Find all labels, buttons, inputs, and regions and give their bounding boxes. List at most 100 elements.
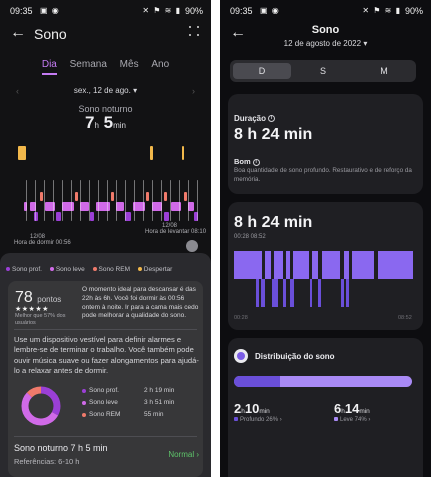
legend-dot-icon [6,267,10,272]
chevron-down-icon: ▾ [133,86,138,95]
stage-transition-line [152,180,153,221]
chart-scrubber-handle[interactable] [186,240,198,252]
rating-stars-icon: ★★★★★ [15,306,49,313]
donut-segment [21,386,61,426]
axis-start-label: 00:28 [234,315,248,321]
light-sleep-segment [293,251,309,279]
date-dropdown[interactable]: sex., 12 de ago. ▾ [74,86,137,95]
sleep-stage-bar [24,202,27,211]
light-sleep-segment [234,251,262,279]
sleep-stage-bar [164,212,169,221]
back-arrow-icon[interactable]: ← [10,24,26,41]
sleep-stage-bar [62,202,74,211]
summary-reference: Referências: 6-10 h [14,457,80,466]
quality-description: Boa quantidade de sono profundo. Restaur… [234,167,412,183]
chart-time-range: 00:28 08:52 [234,234,266,240]
light-sleep-segment [322,251,340,279]
sleep-stage-bar [56,212,61,221]
stage-dot-icon [82,389,86,393]
chevron-right-icon: › [279,417,282,423]
sleep-stage-bar [171,202,181,211]
sleep-stage-bar [133,202,145,211]
sleep-stage-bar [164,192,167,201]
fullscreen-icon[interactable] [189,26,199,36]
light-sleep-segment [274,251,283,279]
sleep-score-card [8,281,203,477]
stage-transition-line [62,180,63,221]
tab-year[interactable]: Ano [151,59,170,70]
period-tabs: Dia Semana Mês Ano [0,59,211,75]
sleep-stage-bar [125,212,131,221]
stage-transition-line [53,180,54,221]
stage-row-rem: Sono REM 55 min [82,411,200,423]
sleep-score: 78 pontos [15,289,61,307]
chevron-right-icon: › [196,450,199,459]
next-day-icon[interactable]: › [192,86,195,96]
sleep-stage-bar [40,192,43,201]
stage-transition-line [107,180,108,221]
sleep-stage-bar [116,202,124,211]
deep-sleep-segment [346,279,349,307]
previous-day-icon[interactable]: ‹ [16,86,19,96]
chevron-right-icon: › [368,417,371,423]
back-arrow-icon[interactable]: ← [230,24,246,41]
date-label: sex., 12 de ago. [73,86,131,95]
stage-transition-line [116,180,117,221]
sleep-screen-right: 09:35 ▣ ◉ ✕ ⚑ ≋ ▮ 90% ← Sono 12 de agost… [220,0,431,477]
segment-day[interactable]: D [233,63,291,79]
segment-week[interactable]: S [319,66,326,76]
light-sleep-segment [344,251,349,279]
battery-level: 90% [184,6,203,16]
info-icon[interactable]: i [252,158,260,166]
info-icon[interactable]: i [268,115,276,123]
legend-deep: Sono prof. [6,266,42,273]
chart-start-label: Hora de dormir 00:56 [14,240,71,246]
sleep-tip-text: Use um dispositivo vestível para definir… [14,335,199,375]
sleep-duration: 7h 5min [0,113,211,133]
stage-transition-line [179,180,180,221]
stage-dot-icon [82,401,86,405]
light-sleep-segment [286,251,290,279]
tab-week[interactable]: Semana [69,59,107,70]
stage-transition-line [26,180,27,221]
stage-transition-line [143,180,144,221]
sleep-stage-bar [184,192,187,201]
legend-light: Sono leve [49,266,85,273]
light-sleep-stat[interactable]: 6h14min Leve 74% › [334,401,371,423]
tab-day[interactable]: Dia [41,59,57,75]
chart-end-date: 12/08 [162,223,178,229]
stage-row-light: Sono leve 3 h 51 min [82,399,200,411]
light-sleep-segment [312,251,318,279]
sleep-stage-bar [182,146,184,160]
hours-unit: h [94,121,99,130]
stage-transition-line [170,180,171,221]
score-comparison: Melhor que 57% dos usuários [15,313,66,327]
date-selector: ‹ sex., 12 de ago. ▾ › [0,86,211,96]
sleep-label: Sono noturno [78,104,133,114]
segment-month[interactable]: M [380,66,388,76]
light-sleep-segment [352,251,374,279]
sleep-stage-bar [45,202,55,211]
stage-transition-line [197,180,198,221]
date-dropdown[interactable]: 12 de agosto de 2022 ▾ [283,39,368,48]
quality-label: Bom i [234,157,260,166]
deep-sleep-stat[interactable]: 2h10min Profundo 26% › [234,401,282,423]
deep-sleep-segment [272,279,278,307]
distribution-bar [234,376,412,387]
moon-sleep-icon [234,349,248,363]
chevron-down-icon: ▾ [363,39,368,48]
sleep-stage-bar [188,202,194,211]
system-icons: ✕ ⚑ ≋ ▮ [142,6,181,15]
stage-donut-chart [21,386,61,426]
tab-month[interactable]: Mês [119,59,139,70]
deep-sleep-segment [256,279,259,307]
summary-status-link[interactable]: Normal › [168,450,199,459]
chart-end-label: Hora de levantar 08:10 [145,229,207,235]
sleep-stage-bar [18,146,26,160]
legend-dot-icon [137,267,142,272]
stage-transition-line [98,180,99,221]
score-unit: pontos [37,295,62,304]
sleep-depth-chart [234,251,413,309]
sleep-screen-left: 09:35 ▣ ◉ ✕ ⚑ ≋ ▮ 90% ← Sono Dia Semana … [0,0,211,477]
status-time: 09:35 [230,6,253,16]
